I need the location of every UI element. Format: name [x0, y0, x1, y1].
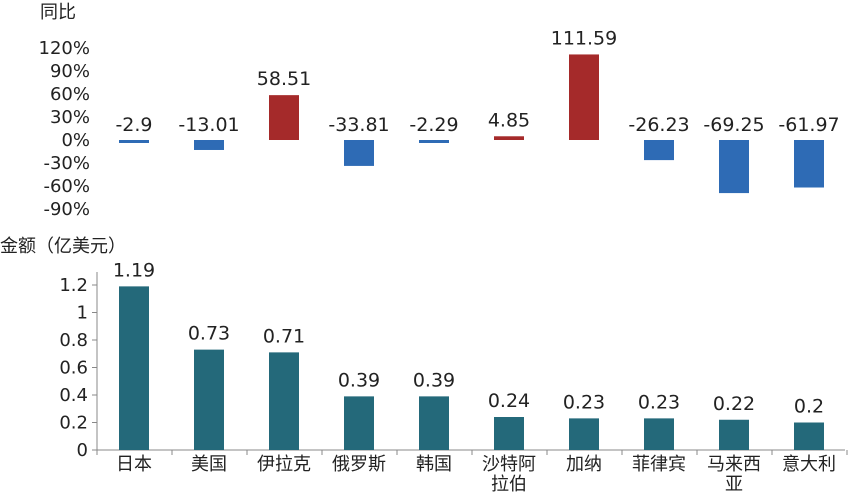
yoy-axis-label: 同比: [40, 2, 76, 23]
amount-y-tick: 0.4: [59, 385, 88, 406]
yoy-bar: [119, 140, 149, 143]
category-label: 意大利: [782, 454, 836, 475]
yoy-bar: [644, 140, 674, 161]
yoy-data-label: -26.23: [628, 114, 689, 136]
amount-data-label: 1.19: [113, 259, 155, 281]
amount-bar: [569, 418, 599, 450]
category-label: 马来西: [707, 454, 761, 475]
yoy-y-tick: -90%: [43, 199, 90, 220]
amount-y-tick: 0.6: [59, 358, 88, 379]
yoy-bar: [719, 140, 749, 194]
category-label: 韩国: [416, 454, 452, 475]
yoy-bar: [794, 140, 824, 188]
yoy-y-ticks: 120%90%60%30%0%-30%-60%-90%: [39, 38, 90, 220]
amount-bars: [119, 286, 824, 450]
category-label: 俄罗斯: [332, 454, 386, 475]
amount-bar: [719, 419, 749, 450]
amount-data-label: 0.23: [638, 391, 680, 413]
yoy-y-tick: 90%: [50, 61, 90, 82]
amount-bar: [269, 352, 299, 450]
yoy-y-tick: -60%: [43, 176, 90, 197]
amount-data-label: 0.22: [713, 393, 755, 415]
amount-bar: [119, 286, 149, 450]
amount-y-tick: 1.2: [59, 275, 88, 296]
yoy-chart: 同比 120%90%60%30%0%-30%-60%-90% -2.9 -13.0…: [39, 2, 840, 220]
amount-data-labels: 1.19 0.73 0.71 0.39 0.39 0.24 0.23 0.23 0.22 0.2: [113, 259, 824, 417]
yoy-bar: [569, 54, 599, 141]
amount-y-tick: 0.8: [59, 330, 88, 351]
amount-data-label: 0.73: [188, 323, 230, 345]
category-label: 加纳: [566, 454, 602, 475]
yoy-bar: [269, 95, 299, 140]
amount-data-label: 0.39: [413, 369, 455, 391]
yoy-bar: [419, 140, 449, 143]
category-label: 日本: [116, 454, 152, 475]
yoy-y-tick: 120%: [39, 38, 90, 59]
yoy-y-tick: -30%: [43, 153, 90, 174]
yoy-data-label: -13.01: [178, 114, 239, 136]
category-label: 伊拉克: [257, 454, 311, 475]
amount-axis-label: 金额（亿美元）: [0, 236, 126, 257]
yoy-data-label: -69.25: [703, 114, 764, 136]
yoy-data-label: 4.85: [488, 109, 530, 131]
category-label: 美国: [191, 454, 227, 475]
yoy-data-label: 111.59: [551, 27, 617, 49]
yoy-bar: [194, 140, 224, 150]
amount-bar: [644, 418, 674, 450]
yoy-bar: [344, 140, 374, 166]
yoy-bar: [494, 136, 524, 140]
amount-bar: [344, 396, 374, 450]
yoy-y-tick: 30%: [50, 107, 90, 128]
amount-bar: [794, 422, 824, 450]
amount-y-tick: 1: [77, 303, 88, 324]
category-label: 沙特阿: [482, 454, 536, 475]
category-label: 拉伯: [491, 474, 527, 493]
yoy-data-label: -33.81: [328, 114, 389, 136]
amount-bar: [494, 417, 524, 450]
amount-y-ticks: 1.2 1 0.8 0.6 0.4 0.2 0: [59, 275, 88, 461]
yoy-data-labels: -2.9 -13.01 58.51 -33.81 -2.29 4.85 111.59 -26.…: [115, 27, 839, 136]
yoy-y-tick: 60%: [50, 84, 90, 105]
amount-data-label: 0.23: [563, 391, 605, 413]
category-label: 亚: [725, 474, 743, 493]
yoy-bars: [119, 54, 824, 194]
yoy-y-tick: 0%: [61, 130, 90, 151]
yoy-data-label: -61.97: [778, 114, 839, 136]
yoy-data-label: -2.9: [115, 114, 152, 136]
amount-bar: [419, 396, 449, 450]
amount-data-label: 0.39: [338, 369, 380, 391]
amount-data-label: 0.2: [794, 396, 824, 418]
amount-y-tick: 0.2: [59, 413, 88, 434]
amount-y-tick: 0: [77, 440, 88, 461]
amount-chart: 金额（亿美元） 1.2 1 0.8 0.6 0.4 0.2 0 1.19 0.73 0.71 0.…: [0, 236, 848, 493]
amount-data-label: 0.71: [263, 325, 305, 347]
amount-data-label: 0.24: [488, 390, 530, 412]
yoy-data-label: 58.51: [257, 68, 311, 90]
category-label: 菲律宾: [632, 454, 686, 475]
yoy-data-label: -2.29: [409, 114, 458, 136]
amount-bar: [194, 349, 224, 450]
